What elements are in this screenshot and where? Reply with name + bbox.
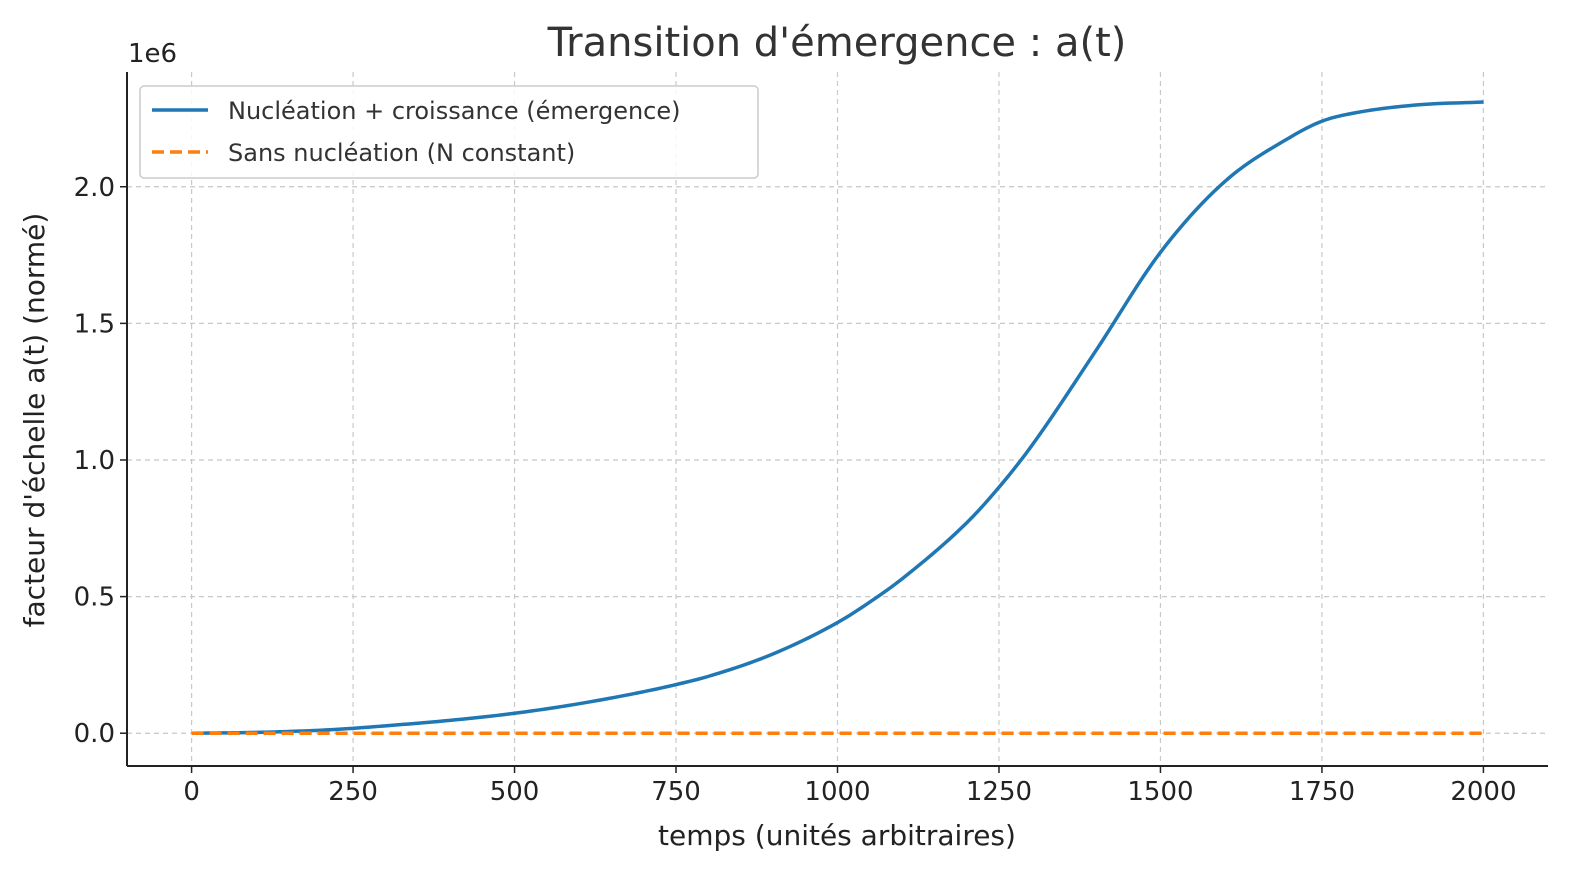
y-tick-label: 0.5	[74, 583, 115, 613]
x-axis-label: temps (unités arbitraires)	[658, 819, 1016, 852]
x-tick-label: 2000	[1450, 777, 1516, 807]
legend: Nucléation + croissance (émergence) Sans…	[139, 85, 759, 179]
x-tick-label: 1250	[966, 777, 1032, 807]
legend-box	[139, 85, 759, 179]
y-axis-label: facteur d'échelle a(t) (normé)	[18, 213, 51, 628]
x-tick-label: 0	[183, 777, 200, 807]
y-tick-label: 1.0	[74, 446, 115, 476]
x-tick-label: 1750	[1289, 777, 1355, 807]
chart-title: Transition d'émergence : a(t)	[547, 20, 1127, 66]
series-layer	[191, 100, 1484, 735]
x-tick-label: 500	[490, 777, 540, 807]
ticks: 0 250 500 750 1000 1250 1500 1750 2000 0.0 0.5 1.0 1…	[74, 173, 1517, 807]
y-tick-label: 1.5	[74, 309, 115, 339]
legend-label-emergence: Nucléation + croissance (émergence)	[228, 97, 681, 125]
x-tick-label: 1500	[1127, 777, 1193, 807]
y-tick-label: 2.0	[74, 173, 115, 203]
y-tick-label: 0.0	[74, 719, 115, 749]
x-tick-label: 250	[328, 777, 378, 807]
x-tick-label: 1000	[804, 777, 870, 807]
series-line-emergence	[191, 100, 1484, 735]
legend-label-sans-nucleation: Sans nucléation (N constant)	[228, 139, 575, 167]
x-tick-label: 750	[651, 777, 701, 807]
y-offset-label: 1e6	[128, 39, 177, 69]
